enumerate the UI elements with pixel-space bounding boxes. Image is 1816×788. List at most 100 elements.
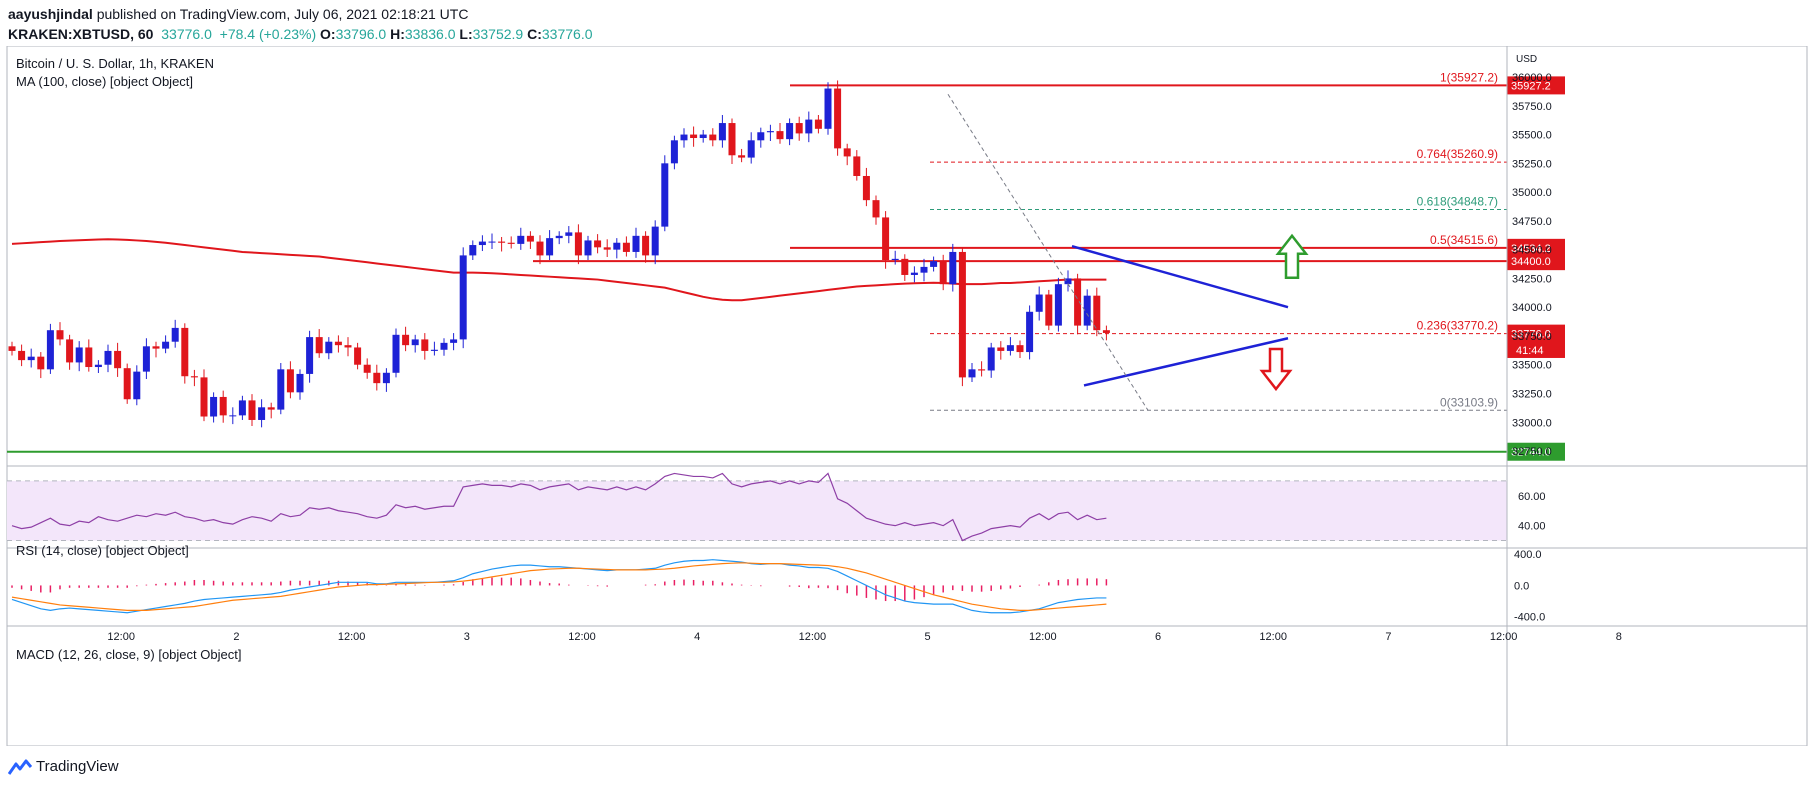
candle[interactable] <box>862 175 870 201</box>
candle[interactable] <box>334 341 342 346</box>
candle[interactable] <box>315 337 323 354</box>
tradingview-logo-icon[interactable] <box>8 758 32 776</box>
candle[interactable] <box>853 156 861 176</box>
candle[interactable] <box>872 200 880 218</box>
candle[interactable] <box>440 342 448 350</box>
candle[interactable] <box>709 134 717 141</box>
candle[interactable] <box>747 140 755 158</box>
candle[interactable] <box>882 217 890 260</box>
candle[interactable] <box>555 235 563 239</box>
candle[interactable] <box>229 415 237 417</box>
candle[interactable] <box>939 261 947 285</box>
candle[interactable] <box>66 339 74 363</box>
candle[interactable] <box>421 339 429 351</box>
candle[interactable] <box>978 369 986 371</box>
candle[interactable] <box>680 134 688 141</box>
candle[interactable] <box>286 369 294 393</box>
candle[interactable] <box>392 334 400 373</box>
macd-pane[interactable] <box>11 559 1108 614</box>
candle[interactable] <box>766 131 774 133</box>
candle[interactable] <box>728 123 736 156</box>
candle[interactable] <box>1045 294 1053 326</box>
chart-canvas[interactable]: 1(35927.2) 35927.2 0.764(35260.9) 0.618(348… <box>0 46 1816 746</box>
candle[interactable] <box>306 337 314 374</box>
candle[interactable] <box>162 341 170 349</box>
candle[interactable] <box>526 235 534 242</box>
candle[interactable] <box>632 235 640 252</box>
candle[interactable] <box>997 347 1005 351</box>
candle[interactable] <box>968 369 976 378</box>
candle[interactable] <box>56 330 64 340</box>
candle[interactable] <box>910 272 918 275</box>
candle[interactable] <box>594 240 602 248</box>
candle[interactable] <box>469 245 477 256</box>
macd-signal-line[interactable] <box>11 562 1107 611</box>
candle[interactable] <box>373 372 381 384</box>
candle[interactable] <box>670 140 678 164</box>
candle[interactable] <box>651 226 659 256</box>
candle[interactable] <box>190 376 198 378</box>
candle[interactable] <box>603 247 611 250</box>
tradingview-logo-text[interactable]: TradingView <box>36 758 119 775</box>
rsi-line[interactable] <box>11 472 1107 542</box>
candle[interactable] <box>411 339 419 346</box>
candle[interactable] <box>1035 294 1043 312</box>
candle[interactable] <box>75 347 83 363</box>
candle[interactable] <box>459 255 467 340</box>
candle[interactable] <box>37 356 45 370</box>
macd-line[interactable] <box>11 559 1107 614</box>
candle[interactable] <box>325 341 333 354</box>
candle[interactable] <box>8 346 16 351</box>
candle[interactable] <box>363 364 371 373</box>
author-name[interactable]: aayushjindal <box>8 6 93 22</box>
candle[interactable] <box>104 350 112 365</box>
candle[interactable] <box>613 242 621 250</box>
candle[interactable] <box>1064 278 1072 285</box>
ma-100-line[interactable] <box>11 238 1107 302</box>
candle[interactable] <box>219 396 227 416</box>
candle[interactable] <box>642 235 650 256</box>
candle[interactable] <box>987 347 995 371</box>
candle[interactable] <box>171 327 179 342</box>
candle[interactable] <box>181 327 189 377</box>
trendline-lower[interactable] <box>1083 337 1289 387</box>
candle[interactable] <box>498 241 506 243</box>
candle[interactable] <box>1083 295 1091 326</box>
candle[interactable] <box>920 266 928 273</box>
candle[interactable] <box>824 88 832 129</box>
candle[interactable] <box>123 368 131 400</box>
candle[interactable] <box>344 345 352 348</box>
candle[interactable] <box>795 123 803 134</box>
candle[interactable] <box>565 232 573 236</box>
candle[interactable] <box>258 407 266 420</box>
candle[interactable] <box>94 364 102 368</box>
candle[interactable] <box>85 347 93 368</box>
candle[interactable] <box>248 400 256 420</box>
candle[interactable] <box>786 123 794 140</box>
candle[interactable] <box>507 242 515 244</box>
candle[interactable] <box>574 232 582 256</box>
candle[interactable] <box>517 235 525 244</box>
rsi-pane[interactable] <box>7 472 1507 542</box>
candle[interactable] <box>546 238 554 256</box>
candle[interactable] <box>152 346 160 349</box>
candle[interactable] <box>133 371 141 400</box>
candle[interactable] <box>402 334 410 346</box>
candle[interactable] <box>114 350 122 369</box>
candle[interactable] <box>891 258 899 260</box>
candle[interactable] <box>814 119 822 129</box>
candle[interactable] <box>1006 345 1014 351</box>
candle[interactable] <box>488 241 496 243</box>
candle[interactable] <box>1074 278 1082 326</box>
candle[interactable] <box>1054 284 1062 326</box>
candle[interactable] <box>958 251 966 378</box>
candle[interactable] <box>843 148 851 157</box>
candle[interactable] <box>1016 345 1024 353</box>
candle[interactable] <box>46 330 54 370</box>
candle[interactable] <box>690 134 698 139</box>
candle[interactable] <box>27 356 35 361</box>
candle[interactable] <box>382 372 390 384</box>
candle[interactable] <box>536 241 544 256</box>
candle[interactable] <box>1026 311 1034 353</box>
candle[interactable] <box>738 155 746 158</box>
